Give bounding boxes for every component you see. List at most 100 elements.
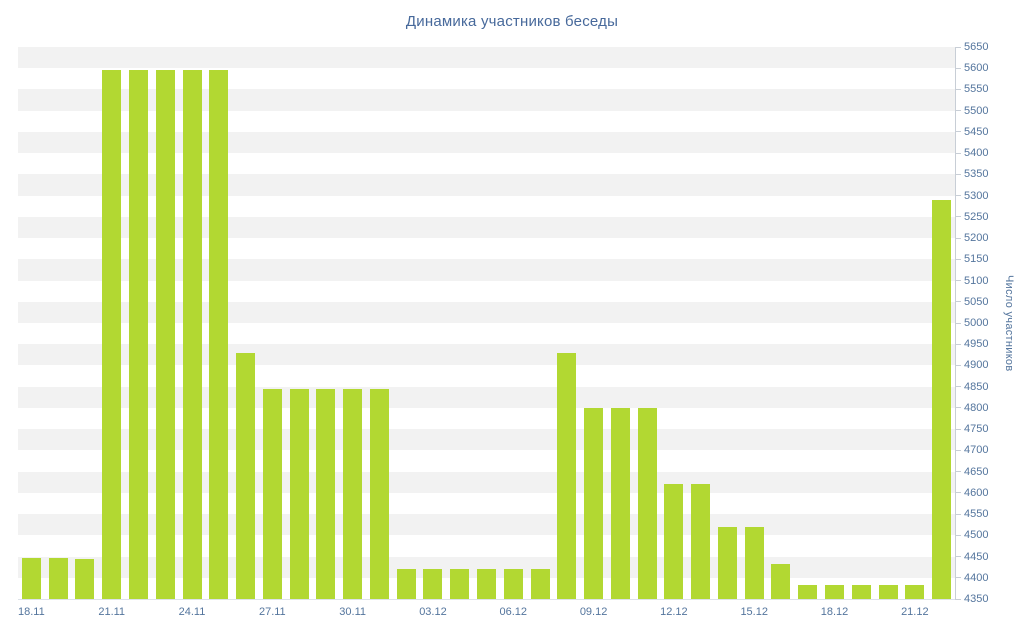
x-tick-label: 30.11 [339,606,366,618]
bar [369,388,389,599]
y-tick [956,322,961,324]
y-tick [956,258,961,260]
bar [530,568,550,599]
bar [878,584,898,599]
bar [851,584,871,599]
x-tick-label: 03.12 [419,606,447,618]
y-tick-label: 4950 [964,338,989,351]
y-tick [956,280,961,282]
bar [155,70,175,599]
grid-band [18,47,955,69]
bar [932,199,952,599]
y-tick [956,173,961,175]
bar [450,568,470,599]
y-tick [956,67,961,69]
y-tick-label: 4550 [964,508,989,521]
bar [75,558,95,599]
y-tick [956,301,961,303]
y-tick [956,492,961,494]
bar [691,484,711,599]
y-tick-label: 5000 [964,317,989,329]
y-tick-label: 5200 [964,232,989,245]
bar [102,70,122,599]
x-axis-line [18,599,956,600]
x-tick-label: 27.11 [258,606,286,618]
y-tick [956,407,961,409]
y-tick [956,110,961,112]
x-tick-label: 12.12 [660,606,688,618]
y-tick-label: 4500 [964,529,989,542]
bar [744,526,764,599]
x-tick-label: 21.11 [98,606,126,618]
y-tick-label: 4650 [964,465,989,478]
bar [664,484,684,599]
y-tick-label: 4350 [964,593,989,605]
x-tick-label: 18.12 [820,606,849,618]
y-tick-label: 5650 [964,41,989,53]
y-tick [956,88,961,90]
bar [610,407,630,599]
bar [798,584,818,599]
chart-title: Динамика участников беседы [405,13,619,30]
bar [396,568,416,599]
y-tick [956,343,961,345]
y-tick-label: 5600 [964,62,989,75]
y-tick [956,556,961,558]
bar [825,584,845,599]
bar [128,70,148,599]
y-tick-label: 4800 [964,401,989,414]
bar [637,407,657,599]
bar [557,352,577,599]
y-tick [956,449,961,451]
bar [289,388,309,599]
y-tick-label: 5250 [964,210,989,223]
x-tick-label: 15.12 [740,606,768,618]
y-tick-label: 4900 [964,359,989,372]
y-tick-label: 5550 [964,83,989,96]
bar [316,388,336,599]
y-tick-label: 5300 [964,189,989,202]
x-tick-label: 09.12 [579,606,608,618]
bar [771,563,791,599]
bar [584,407,604,599]
bar [48,557,68,599]
y-tick-label: 4750 [964,423,989,436]
y-tick [956,577,961,579]
x-tick-label: 21.12 [901,606,929,618]
y-tick [956,216,961,218]
y-tick-label: 5100 [964,274,989,287]
y-tick [956,195,961,197]
bar [503,568,523,599]
y-axis-title-box: Число участников [998,47,1020,599]
y-tick [956,386,961,388]
y-tick-label: 5050 [964,295,989,308]
y-tick [956,598,961,600]
x-tick-label: 18.11 [18,606,45,618]
y-tick-label: 5450 [964,125,989,138]
y-axis-title: Число участников [1003,274,1015,372]
y-tick [956,237,961,239]
bar [236,352,256,599]
bar [343,388,363,599]
y-tick [956,131,961,133]
bar [423,568,443,599]
y-axis-line [955,47,956,600]
y-tick-label: 4400 [964,571,989,584]
y-tick [956,428,961,430]
y-tick-label: 5150 [964,253,989,266]
y-tick-label: 5500 [964,104,989,117]
y-tick-label: 5350 [964,168,989,181]
y-tick [956,471,961,473]
y-tick [956,364,961,366]
x-tick-label: 24.11 [178,606,206,618]
bar [905,584,925,599]
bar [21,557,41,599]
x-tick-label: 06.12 [499,606,528,618]
y-tick-label: 4850 [964,380,989,393]
bar [209,70,229,599]
y-tick-label: 4450 [964,550,989,563]
y-tick [956,534,961,536]
y-tick [956,513,961,515]
